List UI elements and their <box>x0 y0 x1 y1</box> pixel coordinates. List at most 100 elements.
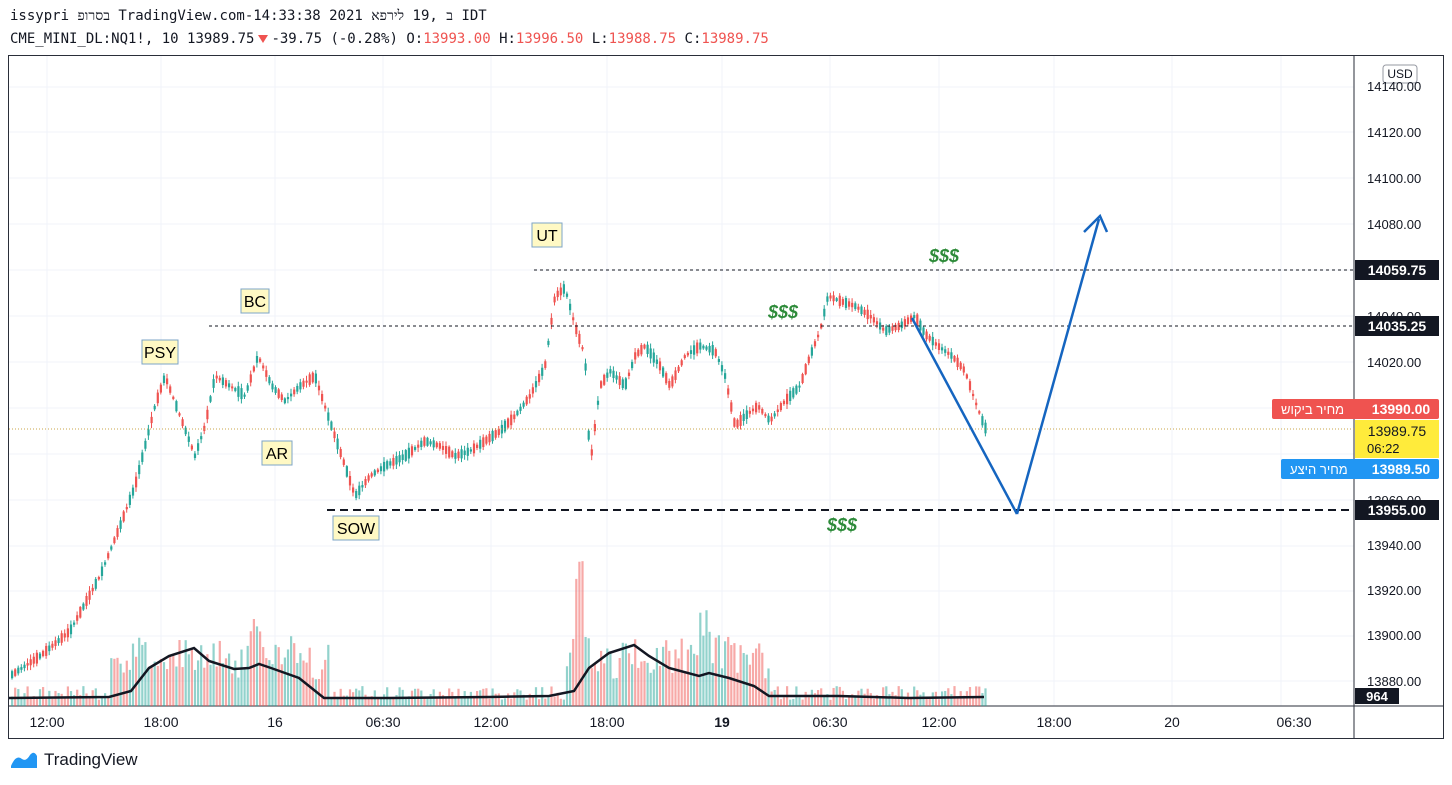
candle-body <box>813 341 817 347</box>
candle-body <box>119 520 122 529</box>
candle-body <box>494 430 497 438</box>
candle-body <box>606 372 609 378</box>
volume-bar <box>166 669 169 706</box>
level-label-13955: 13955.00 <box>1355 500 1439 520</box>
label-sow[interactable]: SOW <box>332 515 380 541</box>
label-bc[interactable]: BC <box>240 288 270 314</box>
candle-body <box>128 494 131 505</box>
candle-body <box>748 410 751 414</box>
volume-bar <box>590 668 593 706</box>
volume-bar <box>370 696 373 706</box>
candle-body <box>519 406 522 411</box>
candle-body <box>200 436 203 440</box>
volume-bar <box>259 631 262 706</box>
label-ar[interactable]: AR <box>261 440 293 466</box>
candle-body <box>110 546 113 550</box>
symbol-name[interactable]: CME_MINI_DL:NQ1!, 10 <box>10 31 179 47</box>
volume-bar <box>252 619 255 706</box>
candle-body <box>789 390 792 402</box>
candle-body <box>724 373 727 379</box>
volume-bar <box>29 697 32 706</box>
volume-bar <box>324 659 327 706</box>
volume-bar <box>441 695 445 706</box>
volume-bar <box>618 658 621 706</box>
candle-body <box>872 317 875 323</box>
volume-bar <box>203 667 206 706</box>
candle-body <box>978 411 981 414</box>
candle-body <box>386 461 389 469</box>
candle-body <box>906 317 910 325</box>
candle-body <box>54 640 57 647</box>
candle-body <box>153 405 156 410</box>
open-label: O: <box>406 31 424 47</box>
candle-body <box>209 396 212 402</box>
candle-body <box>624 378 627 389</box>
candle-body <box>255 356 259 363</box>
volume-bar <box>311 677 314 706</box>
volume-bar <box>277 647 280 706</box>
candle-body <box>466 447 469 456</box>
candle-body <box>686 352 689 356</box>
currency-badge[interactable]: USD <box>1382 64 1418 84</box>
volume-bar <box>761 652 764 706</box>
volume-bar <box>407 696 410 706</box>
candle-body <box>541 367 544 376</box>
tradingview-footer[interactable]: TradingView <box>10 750 138 770</box>
candle-body <box>615 375 618 380</box>
tradingview-logo-icon <box>11 752 37 768</box>
candle-body <box>85 596 88 606</box>
volume-bar <box>469 691 472 706</box>
volume-bar <box>395 695 398 706</box>
label-psy[interactable]: PSY <box>141 339 179 365</box>
candle-body <box>965 374 968 379</box>
time-tick: 06:30 <box>1276 714 1311 730</box>
candle-body <box>975 402 978 406</box>
candle-body <box>913 315 916 319</box>
candle-body <box>665 373 668 384</box>
candle-body <box>888 326 891 333</box>
candle-body <box>488 433 491 443</box>
candle-body <box>32 656 35 664</box>
volume-bar <box>581 561 584 706</box>
volume-bar <box>228 653 231 706</box>
volume-bar <box>696 655 699 706</box>
candle-body <box>882 327 885 331</box>
candle-body <box>584 363 587 371</box>
label-ut[interactable]: UT <box>531 222 563 248</box>
candle-body <box>122 511 125 522</box>
candle-body <box>17 667 20 674</box>
price-tick: 14140.00 <box>1367 79 1421 94</box>
volume-bar <box>26 686 29 706</box>
volume-bar <box>925 697 928 706</box>
footer-brand: TradingView <box>44 750 138 769</box>
volume-bar <box>438 691 441 706</box>
candle-body <box>497 428 500 436</box>
candle-body <box>150 416 153 424</box>
candle-body <box>345 466 348 477</box>
volume-bar <box>751 652 755 706</box>
volume-bar <box>789 699 792 706</box>
volume-bar <box>826 694 829 706</box>
volume-bar <box>336 696 339 706</box>
candle-body <box>476 444 479 448</box>
candle-body <box>265 370 268 377</box>
volume-bar <box>817 690 820 706</box>
svg-text:13955.00: 13955.00 <box>1368 502 1427 518</box>
candle-body <box>463 450 466 456</box>
candle-body <box>578 333 581 344</box>
candle-body <box>544 361 547 368</box>
candle-body <box>172 396 175 399</box>
candle-body <box>714 349 717 357</box>
volume-bar <box>404 698 407 706</box>
candle-body <box>662 367 665 377</box>
price-chart[interactable]: PSY BC AR SOW UT $$$ $$$ $$$ USD 14140.0… <box>9 56 1443 738</box>
candle-body <box>97 577 100 580</box>
candle-body <box>705 346 708 350</box>
candle-body <box>565 293 569 297</box>
candle-body <box>516 410 519 416</box>
candle-body <box>426 437 429 446</box>
candle-body <box>404 450 407 461</box>
svg-text:מחיר היצע: מחיר היצע <box>1290 462 1348 477</box>
volume-bar <box>193 669 197 706</box>
volume-bar <box>730 645 733 706</box>
